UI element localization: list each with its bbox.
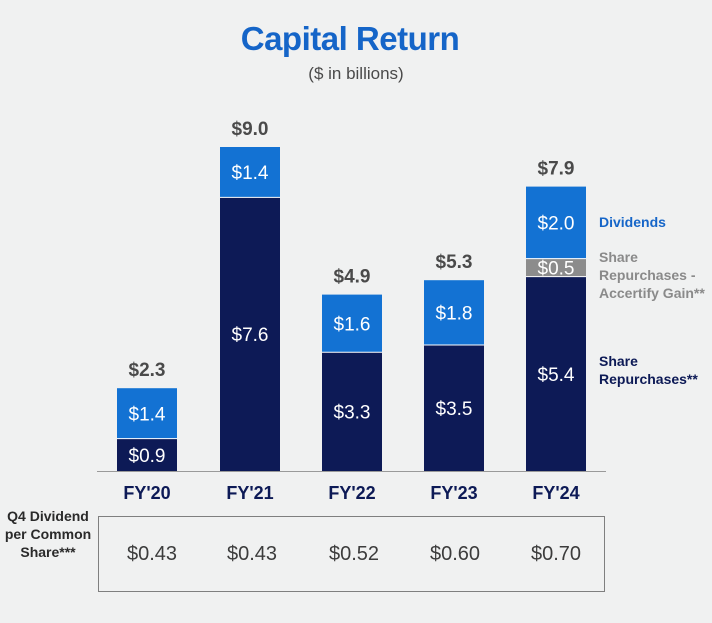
dividend-value: $0.43 bbox=[226, 543, 278, 565]
data-label: $1.4 bbox=[129, 404, 166, 425]
bar-segment bbox=[424, 345, 484, 471]
chart-title: Capital Return bbox=[240, 20, 460, 57]
dividend-value: $0.52 bbox=[328, 543, 380, 565]
bar-segment bbox=[322, 352, 382, 471]
total-label: $5.3 bbox=[436, 252, 473, 273]
dividend-value: $0.70 bbox=[530, 543, 582, 565]
data-label: $1.8 bbox=[436, 304, 473, 325]
dividend-value: $0.60 bbox=[429, 543, 481, 565]
x-tick-label: FY'23 bbox=[430, 483, 477, 503]
bar-segment bbox=[322, 294, 382, 353]
dividend-row-label: Q4 Dividend per Common Share*** bbox=[4, 508, 92, 560]
bar-segment bbox=[117, 388, 177, 439]
total-label: $4.9 bbox=[334, 267, 371, 288]
dividend-table bbox=[98, 516, 605, 592]
bar-segment bbox=[424, 280, 484, 345]
x-tick-label: FY'24 bbox=[532, 483, 579, 503]
bar-segment bbox=[526, 186, 586, 259]
bar-segment bbox=[220, 197, 280, 471]
x-tick-label: FY'21 bbox=[226, 483, 273, 503]
bar-segment bbox=[117, 438, 177, 471]
bar-segment bbox=[526, 276, 586, 471]
data-label: $3.3 bbox=[334, 403, 371, 424]
data-label: $5.4 bbox=[538, 365, 575, 386]
total-label: $2.3 bbox=[129, 360, 166, 381]
legend-dividends: Dividends bbox=[599, 214, 666, 230]
data-label: $7.6 bbox=[232, 325, 269, 346]
legend-share-repurchases: Share Repurchases** bbox=[599, 353, 698, 387]
legend-accertify-gain: Share Repurchases - Accertify Gain** bbox=[599, 249, 705, 301]
bar-segment bbox=[220, 147, 280, 198]
data-label: $1.4 bbox=[232, 163, 269, 184]
data-label: $0.9 bbox=[129, 446, 166, 467]
x-tick-label: FY'20 bbox=[123, 483, 170, 503]
x-tick-label: FY'22 bbox=[328, 483, 375, 503]
data-label: $0.5 bbox=[538, 259, 575, 280]
data-label: $2.0 bbox=[538, 214, 575, 235]
data-label: $3.5 bbox=[436, 399, 473, 420]
total-label: $7.9 bbox=[538, 159, 575, 180]
dividend-value: $0.43 bbox=[126, 543, 178, 565]
bar-segment bbox=[526, 258, 586, 277]
total-label: $9.0 bbox=[232, 119, 269, 140]
chart-subtitle: ($ in billions) bbox=[308, 64, 404, 83]
data-label: $1.6 bbox=[334, 314, 371, 335]
